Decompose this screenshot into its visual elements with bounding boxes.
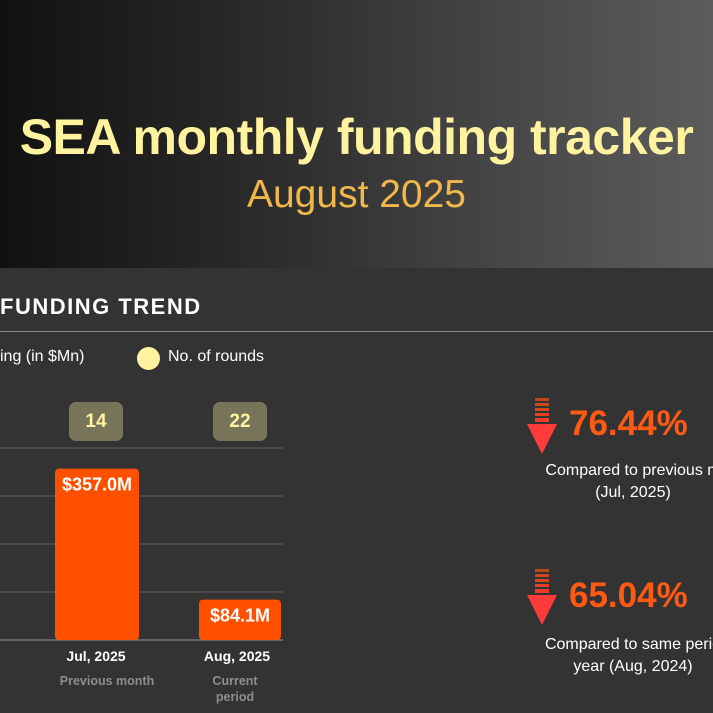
rounds-badge-jul: 14	[69, 402, 123, 441]
category-note-jul: Previous month	[59, 674, 155, 688]
category-label-jul: Jul, 2025	[66, 648, 126, 664]
page-subtitle: August 2025	[246, 173, 466, 216]
category-label-aug: Aug, 2025	[203, 648, 271, 664]
legend-funding-label: ing (in $Mn)	[0, 348, 85, 365]
down-arrow-icon	[527, 569, 557, 625]
bar-jul	[55, 468, 139, 640]
chart-bars: $357.0M $84.1M	[55, 468, 281, 640]
stat-caption-yoy: Compared to same perio year (Aug, 2024)	[473, 634, 713, 678]
header-banner: SEA monthly funding tracker August 2025	[0, 0, 713, 268]
rounds-badge-aug: 22	[213, 402, 267, 441]
category-note-aug: Current period	[180, 673, 290, 705]
bar-aug	[199, 599, 281, 640]
bar-value-label: $84.1M	[210, 606, 270, 626]
down-arrow-icon	[527, 398, 557, 454]
stat-caption-yoy-line2: year (Aug, 2024)	[573, 658, 693, 675]
page-title: SEA monthly funding tracker	[19, 109, 694, 165]
stat-caption-mom-line2: (Jul, 2025)	[595, 484, 671, 501]
legend-rounds-dot-icon	[137, 347, 160, 370]
bar-value-label: $357.0M	[62, 475, 132, 495]
stat-value-mom: 76.44%	[569, 404, 688, 443]
stat-value-yoy: 65.04%	[569, 576, 688, 615]
stat-caption-mom-line1: Compared to previous m	[545, 462, 713, 479]
funding-bar-chart: $357.0M $84.1M	[0, 447, 283, 641]
category-note-aug-text: Current period	[212, 674, 258, 704]
stat-caption-yoy-line1: Compared to same perio	[544, 636, 713, 653]
section-divider	[0, 331, 713, 332]
stat-caption-mom: Compared to previous m (Jul, 2025)	[473, 460, 713, 504]
section-title: FUNDING TREND	[0, 294, 202, 319]
legend-rounds-label: No. of rounds	[168, 348, 265, 365]
